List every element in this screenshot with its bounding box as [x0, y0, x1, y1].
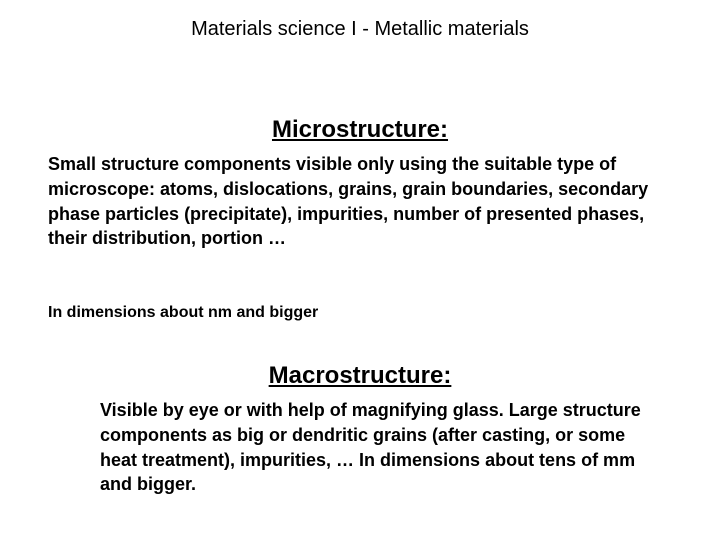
microstructure-heading: Microstructure:: [0, 116, 720, 144]
macrostructure-body: Visible by eye or with help of magnifyin…: [100, 398, 660, 497]
microstructure-body: Small structure components visible only …: [48, 152, 668, 251]
microstructure-note: In dimensions about nm and bigger: [48, 304, 668, 322]
slide-title: Materials science I - Metallic materials: [0, 18, 720, 41]
macrostructure-heading: Macrostructure:: [0, 362, 720, 390]
